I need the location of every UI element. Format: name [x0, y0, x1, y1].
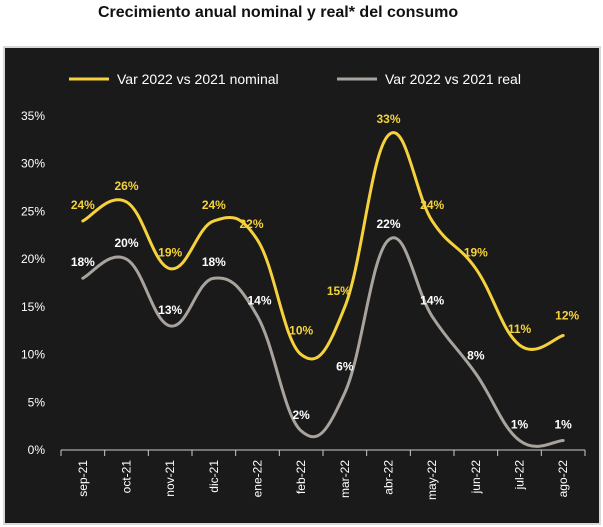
y-tick-label: 30% — [21, 157, 45, 171]
legend: Var 2022 vs 2021 nominal Var 2022 vs 202… — [69, 71, 521, 87]
data-label-nominal: 24% — [71, 198, 95, 212]
y-tick-label: 15% — [21, 300, 45, 314]
y-tick-label: 0% — [28, 443, 46, 457]
series-lines — [81, 131, 565, 448]
data-label-nominal: 15% — [327, 284, 351, 298]
x-tick-label: may-22 — [425, 460, 439, 500]
data-label-real: 22% — [376, 217, 400, 231]
data-label-real: 6% — [336, 360, 354, 374]
legend-label-real: Var 2022 vs 2021 real — [385, 71, 521, 87]
data-label-nominal: 11% — [508, 322, 532, 336]
data-labels: 24% 26% 19% 24% 22% 10% 15% 33% 24% 19% 11% 12% 18% 2… — [71, 112, 580, 431]
y-tick-label: 20% — [21, 252, 45, 266]
data-label-real: 8% — [467, 349, 485, 363]
legend-label-nominal: Var 2022 vs 2021 nominal — [117, 71, 279, 87]
x-axis-ticks: sep-21 oct-21 nov-21 dic-21 ene-22 feb-22 mar-… — [60, 450, 586, 500]
data-label-real: 14% — [420, 293, 444, 307]
x-tick-label: mar-22 — [338, 460, 352, 498]
data-label-real: 18% — [71, 255, 95, 269]
x-tick-label: abr-22 — [382, 460, 396, 495]
data-label-real: 1% — [511, 417, 529, 431]
data-label-nominal: 24% — [202, 198, 226, 212]
x-tick-label: nov-21 — [163, 460, 177, 497]
series-line-nominal — [81, 131, 565, 361]
x-tick-label: ago-22 — [556, 460, 570, 498]
x-tick-label: oct-21 — [120, 460, 134, 494]
x-tick-label: jul-22 — [513, 460, 527, 491]
series-line-real — [81, 236, 565, 448]
y-tick-label: 10% — [21, 348, 45, 362]
data-label-nominal: 22% — [239, 217, 263, 231]
data-label-real: 20% — [114, 236, 138, 250]
x-tick-label: ene-22 — [251, 460, 265, 498]
x-tick-label: dic-21 — [207, 460, 221, 493]
data-label-nominal: 19% — [158, 246, 182, 260]
data-label-nominal: 19% — [464, 246, 488, 260]
data-label-real: 13% — [158, 303, 182, 317]
line-chart: Var 2022 vs 2021 nominal Var 2022 vs 202… — [21, 71, 586, 500]
data-label-nominal: 10% — [289, 324, 313, 338]
data-label-real: 1% — [554, 417, 572, 431]
y-tick-label: 25% — [21, 204, 45, 218]
data-label-real: 14% — [247, 293, 271, 307]
x-tick-label: feb-22 — [294, 460, 308, 494]
data-label-nominal: 24% — [420, 198, 444, 212]
data-label-nominal: 33% — [376, 112, 400, 126]
y-axis-ticks: 0% 5% 10% 15% 20% 25% 30% 35% — [21, 109, 45, 457]
y-tick-label: 5% — [28, 395, 46, 409]
data-label-nominal: 26% — [114, 179, 138, 193]
data-label-nominal: 12% — [555, 308, 579, 322]
data-label-real: 2% — [292, 408, 310, 422]
x-tick-label: jun-22 — [469, 460, 483, 495]
page-title: Crecimiento anual nominal y real* del co… — [98, 4, 459, 21]
chart-panel: Var 2022 vs 2021 nominal Var 2022 vs 202… — [3, 46, 601, 525]
x-tick-label: sep-21 — [76, 460, 90, 497]
data-label-real: 18% — [202, 255, 226, 269]
y-tick-label: 35% — [21, 109, 45, 123]
